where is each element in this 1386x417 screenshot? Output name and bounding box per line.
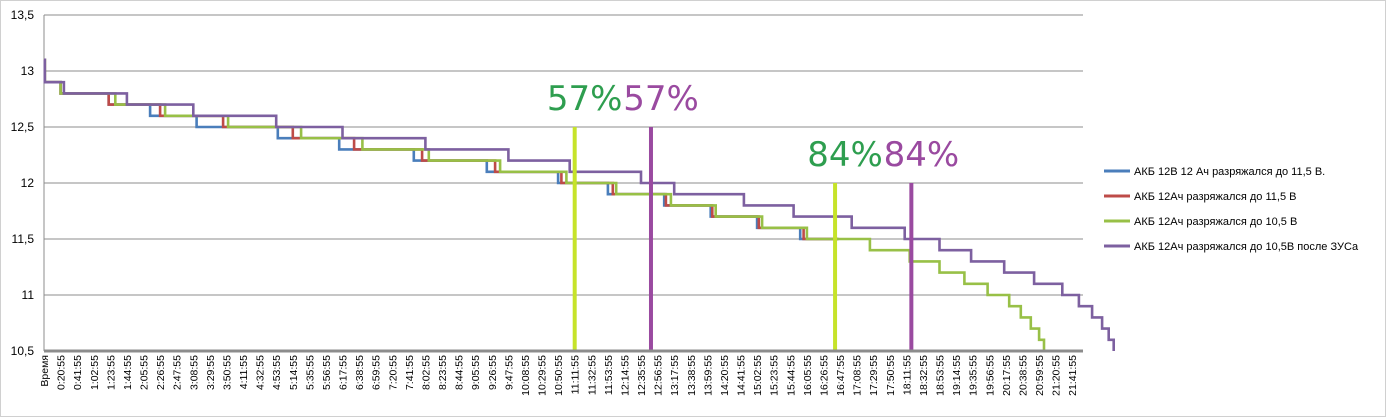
x-tick-label: 6:38:55 [354, 355, 366, 390]
x-tick-label: 8:02:55 [420, 355, 432, 390]
x-tick-label: 14:20:55 [719, 355, 731, 396]
x-tick-label: 16:26:55 [819, 355, 831, 396]
series-group [43, 58, 1115, 351]
x-tick-label: 13:17:55 [669, 355, 681, 396]
x-axis: Время 0:20:55 0:41:55 1:02:55 1:23:55 1:44:55… [39, 349, 1083, 396]
x-tick-label: 13:59:55 [702, 355, 714, 396]
x-tick-label: 19:14:55 [951, 355, 963, 396]
x-tick-label: 4:32:55 [255, 355, 267, 390]
x-tick-label: 9:47:55 [503, 355, 515, 390]
y-axis: 10,5 11 11,5 12 12,5 13 13,5 [11, 8, 45, 358]
x-tick-label: 8:44:55 [454, 355, 466, 390]
x-tick-label: 2:05:55 [139, 355, 151, 390]
x-tick-label: 14:41:55 [736, 355, 748, 396]
x-tick-label: 4:11:55 [238, 355, 250, 389]
x-tick-label: 4:53:55 [271, 355, 283, 390]
x-tick-label: 2:26:55 [155, 355, 167, 390]
x-tick-label: 6:59:55 [371, 355, 383, 390]
x-tick-label: 20:38:55 [1018, 355, 1030, 396]
x-tick-label: 15:23:55 [769, 355, 781, 396]
x-tick-label: 9:26:55 [487, 355, 499, 390]
x-tick-label: 1:23:55 [105, 355, 117, 390]
x-tick-label: 18:11:55 [901, 355, 913, 395]
x-tick-label: 0:41:55 [72, 355, 84, 390]
marker-label: 57% [623, 79, 699, 119]
marker-label: 84% [807, 135, 883, 175]
x-tick-label: 21:20:55 [1051, 355, 1063, 396]
x-tick-label: 12:56:55 [653, 355, 665, 396]
x-tick-label: 0:20:55 [56, 355, 68, 390]
x-tick-label: 8:23:55 [437, 355, 449, 390]
x-tick-label: 15:02:55 [752, 355, 764, 396]
x-tick-label: 10:50:55 [553, 355, 565, 396]
marker-label: 57% [547, 79, 623, 119]
x-tick-label: 7:41:55 [404, 355, 416, 390]
y-tick-label: 11,5 [12, 232, 35, 246]
x-tick-label: 19:35:55 [968, 355, 980, 396]
series-line-2 [43, 58, 839, 241]
x-tick-label: 16:47:55 [835, 355, 847, 396]
x-tick-label: 11:32:55 [586, 355, 598, 395]
legend-label: АКБ 12В 12 Ач разряжался до 11,5 В. [1134, 166, 1325, 178]
y-tick-label: 13,5 [11, 8, 35, 22]
x-tick-label: 15:44:55 [785, 355, 797, 396]
x-tick-label: 11:53:55 [603, 355, 615, 395]
x-tick-label: Время [39, 355, 51, 387]
x-tick-label: 18:53:55 [935, 355, 947, 396]
x-tick-label: 12:14:55 [619, 355, 631, 396]
x-tick-label: 7:20:55 [387, 355, 399, 390]
x-tick-label: 5:56:55 [321, 355, 333, 390]
x-tick-label: 13:38:55 [686, 355, 698, 396]
legend-label: АКБ 12Ач разряжался до 10,5 В [1134, 216, 1297, 228]
x-tick-label: 10:08:55 [520, 355, 532, 396]
x-tick-label: 3:08:55 [188, 355, 200, 390]
x-tick-label: 9:05:55 [470, 355, 482, 390]
x-tick-label: 6:17:55 [338, 355, 350, 390]
x-tick-label: 10:29:55 [537, 355, 549, 396]
x-tick-label: 5:14:55 [288, 355, 300, 390]
legend-label: АКБ 12Ач разряжался до 11,5 В [1134, 191, 1296, 203]
x-tick-label: 2:47:55 [172, 355, 184, 390]
y-tick-label: 13 [21, 64, 35, 78]
marker-label: 84% [884, 135, 960, 175]
y-tick-label: 12,5 [11, 120, 35, 134]
y-tick-label: 10,5 [11, 344, 35, 358]
x-tick-label: 3:50:55 [221, 355, 233, 390]
x-tick-label: 3:29:55 [205, 355, 217, 390]
x-tick-label: 1:44:55 [122, 355, 134, 390]
x-tick-label: 21:41:55 [1067, 355, 1079, 396]
legend: АКБ 12В 12 Ач разряжался до 11,5 В. АКБ 1… [1104, 166, 1359, 253]
x-tick-label: 17:29:55 [868, 355, 880, 396]
y-tick-label: 12 [21, 176, 35, 190]
x-tick-label: 20:17:55 [1001, 355, 1013, 396]
marker-group: 57% 57% 84% 84% [547, 79, 959, 351]
series-line-4 [43, 58, 1115, 351]
x-tick-label: 19:56:55 [984, 355, 996, 396]
legend-label: АКБ 12Ач разряжался до 10,5В после ЗУСа [1134, 241, 1359, 253]
x-tick-label: 5:35:55 [304, 355, 316, 390]
y-tick-label: 11 [22, 288, 35, 302]
x-tick-label: 17:50:55 [885, 355, 897, 396]
x-tick-label: 20:59:55 [1034, 355, 1046, 396]
x-tick-label: 16:05:55 [802, 355, 814, 396]
series-line-3 [43, 58, 1046, 351]
x-tick-label: 12:35:55 [636, 355, 648, 396]
x-tick-label: 18:32:55 [918, 355, 930, 396]
x-tick-label: 17:08:55 [852, 355, 864, 396]
x-tick-label: 1:02:55 [89, 355, 101, 390]
x-tick-label: 11:11:55 [570, 355, 582, 394]
